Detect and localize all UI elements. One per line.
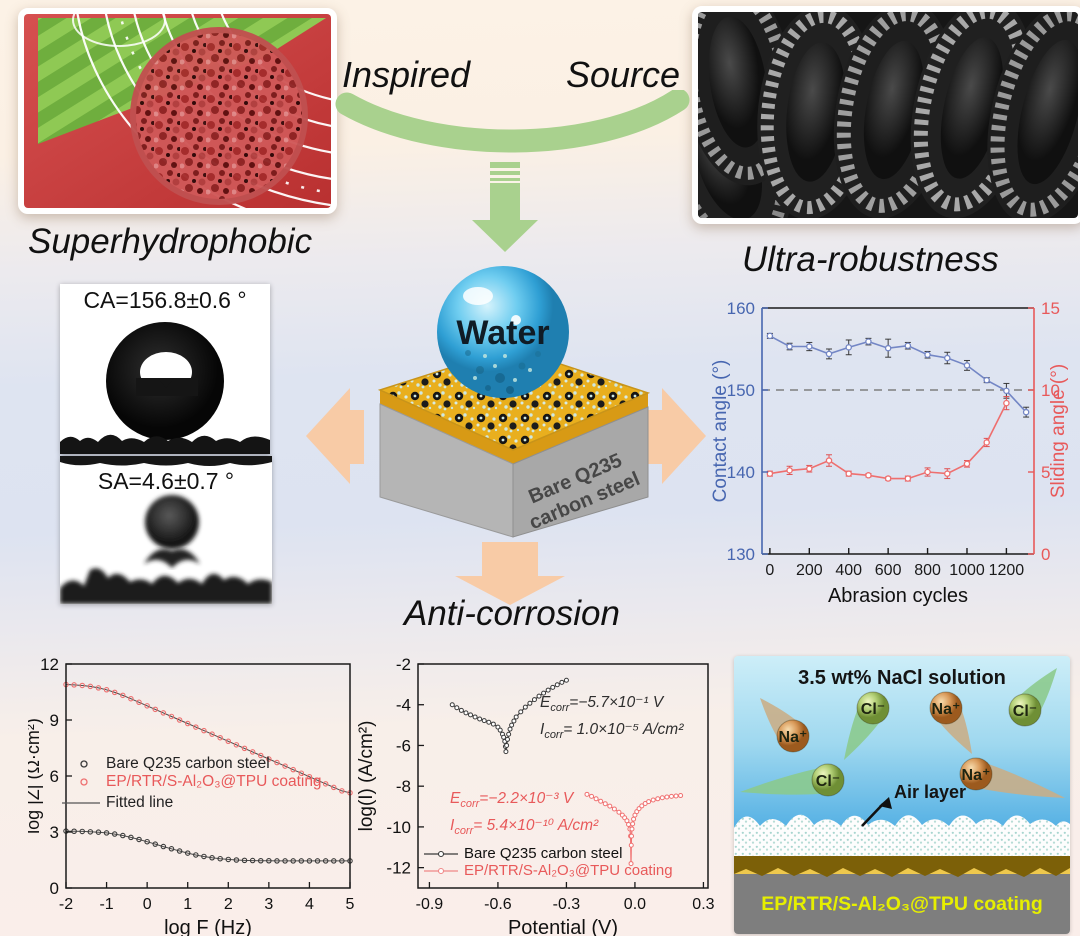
svg-text:0: 0: [1041, 545, 1050, 564]
svg-text:-2: -2: [396, 655, 411, 674]
svg-text:160: 160: [727, 299, 755, 318]
water-label: Water: [456, 314, 549, 352]
ultra-robustness-heading: Ultra-robustness: [742, 240, 999, 279]
svg-text:5: 5: [346, 896, 355, 913]
svg-text:Cl⁻: Cl⁻: [1013, 703, 1037, 720]
svg-text:log F (Hz): log F (Hz): [164, 917, 252, 936]
svg-text:Potential (V): Potential (V): [508, 917, 618, 936]
svg-text:12: 12: [40, 655, 59, 674]
arrow-down-icon: [455, 542, 565, 605]
svg-text:600: 600: [875, 562, 902, 579]
svg-text:-6: -6: [396, 736, 411, 755]
svg-text:EP/RTR/S-Al₂O₃@TPU coating: EP/RTR/S-Al₂O₃@TPU coating: [464, 862, 673, 879]
svg-text:Abrasion cycles: Abrasion cycles: [828, 585, 968, 607]
source-label: Source: [566, 54, 681, 95]
svg-text:3: 3: [264, 896, 273, 913]
schematic-art: Na⁺ Cl⁻ Na⁺ Cl⁻ Cl⁻ Na⁺ 3.5 wt% NaCl solution…: [734, 656, 1070, 934]
tafel-annotation-coating: Ecorr=−2.2×10⁻³ V Icorr= 5.4×10⁻¹⁰ A/cm²: [450, 790, 599, 838]
ion-cl: Cl⁻: [1008, 668, 1057, 727]
polarization-chart: -2 -4 -6 -8 -10 -12 -0.9 -0.6 -0.3 0.0 0.3 Bare Q23…: [358, 655, 715, 936]
svg-text:Cl⁻: Cl⁻: [816, 773, 840, 790]
svg-text:4: 4: [305, 896, 314, 913]
air-layer-label: Air layer: [894, 782, 966, 802]
svg-text:0.3: 0.3: [692, 896, 714, 913]
ion-na: Na⁺: [760, 698, 810, 753]
svg-text:130: 130: [727, 545, 755, 564]
nacl-solution-title: 3.5 wt% NaCl solution: [798, 667, 1006, 689]
svg-text:200: 200: [796, 562, 823, 579]
svg-text:140: 140: [727, 463, 755, 482]
tafel-annotation-bare: Ecorr=−5.7×10⁻¹ V Icorr= 1.0×10⁻⁵ A/cm²: [540, 694, 684, 742]
air-layer-callout: Air layer: [861, 782, 966, 827]
svg-text:0: 0: [765, 562, 774, 579]
svg-text:Sliding angle (°): Sliding angle (°): [1048, 364, 1069, 498]
merge-arrow-icon: [335, 90, 690, 252]
contact-angle-photo: CA=156.8±0.6 °: [60, 284, 270, 454]
svg-text:5: 5: [1041, 463, 1050, 482]
svg-text:800: 800: [914, 562, 941, 579]
svg-text:6: 6: [50, 767, 59, 786]
svg-text:Na⁺: Na⁺: [962, 767, 991, 784]
svg-text:0: 0: [50, 879, 59, 898]
sliding-angle-droplet-art: [60, 456, 272, 604]
svg-text:log |Z| (Ω·cm²): log |Z| (Ω·cm²): [28, 718, 43, 834]
contact-angle-droplet-art: [60, 322, 270, 454]
svg-text:2: 2: [224, 896, 233, 913]
svg-text:1: 1: [183, 896, 192, 913]
svg-text:EP/RTR/S-Al₂O₃@TPU coating: EP/RTR/S-Al₂O₃@TPU coating: [106, 773, 322, 790]
superhydrophobic-heading: Superhydrophobic: [28, 222, 313, 261]
running-track-photo: [18, 8, 337, 214]
contact-angle-value: CA=156.8±0.6 °: [83, 287, 247, 313]
svg-text:3: 3: [50, 823, 59, 842]
svg-text:-0.9: -0.9: [416, 896, 444, 913]
arrow-right-icon: [648, 388, 706, 484]
coated-substrate-illustration: Bare Q235 carbon steel Water: [306, 266, 706, 605]
tires-art: [698, 12, 1078, 218]
svg-text:400: 400: [835, 562, 862, 579]
svg-text:150: 150: [727, 381, 755, 400]
svg-text:-0.6: -0.6: [484, 896, 512, 913]
svg-text:15: 15: [1041, 299, 1060, 318]
inspired-label: Inspired: [342, 54, 471, 95]
ion-na: Na⁺: [959, 757, 1065, 798]
svg-text:0.0: 0.0: [624, 896, 646, 913]
running-track-art: [24, 14, 331, 208]
arrow-left-icon: [306, 388, 364, 484]
svg-text:1000: 1000: [949, 562, 985, 579]
svg-text:1200: 1200: [989, 562, 1025, 579]
svg-text:-2: -2: [59, 896, 73, 913]
svg-text:-4: -4: [396, 696, 411, 715]
svg-text:Bare Q235 carbon steel: Bare Q235 carbon steel: [106, 755, 270, 772]
svg-text:-1: -1: [99, 896, 113, 913]
coating-label: EP/RTR/S-Al₂O₃@TPU coating: [761, 893, 1043, 915]
ion-na: Na⁺: [929, 691, 972, 754]
svg-text:Fitted line: Fitted line: [106, 794, 173, 811]
sliding-angle-value: SA=4.6±0.7 °: [97, 468, 235, 494]
anticorrosion-schematic: Na⁺ Cl⁻ Na⁺ Cl⁻ Cl⁻ Na⁺ 3.5 wt% NaCl solution…: [734, 656, 1070, 934]
tires-photo: [692, 6, 1080, 224]
svg-text:-8: -8: [396, 777, 411, 796]
ion-cl: Cl⁻: [740, 763, 845, 797]
svg-text:Na⁺: Na⁺: [779, 729, 808, 746]
svg-text:-12: -12: [386, 859, 411, 878]
svg-text:-10: -10: [386, 818, 411, 837]
ions: Na⁺ Cl⁻ Na⁺ Cl⁻ Cl⁻ Na⁺: [740, 668, 1065, 798]
sliding-angle-photo: SA=4.6±0.7 °: [60, 456, 272, 604]
svg-text:Contact angle (°): Contact angle (°): [712, 360, 731, 503]
svg-text:10: 10: [1041, 381, 1060, 400]
svg-text:log(I) (A/cm²): log(I) (A/cm²): [358, 721, 377, 832]
svg-text:-0.3: -0.3: [553, 896, 581, 913]
svg-text:Na⁺: Na⁺: [932, 701, 961, 718]
svg-text:9: 9: [50, 711, 59, 730]
svg-text:Bare Q235 carbon steel: Bare Q235 carbon steel: [464, 845, 622, 862]
svg-text:Cl⁻: Cl⁻: [861, 701, 885, 718]
ion-cl: Cl⁻: [844, 691, 890, 760]
svg-text:0: 0: [143, 896, 152, 913]
